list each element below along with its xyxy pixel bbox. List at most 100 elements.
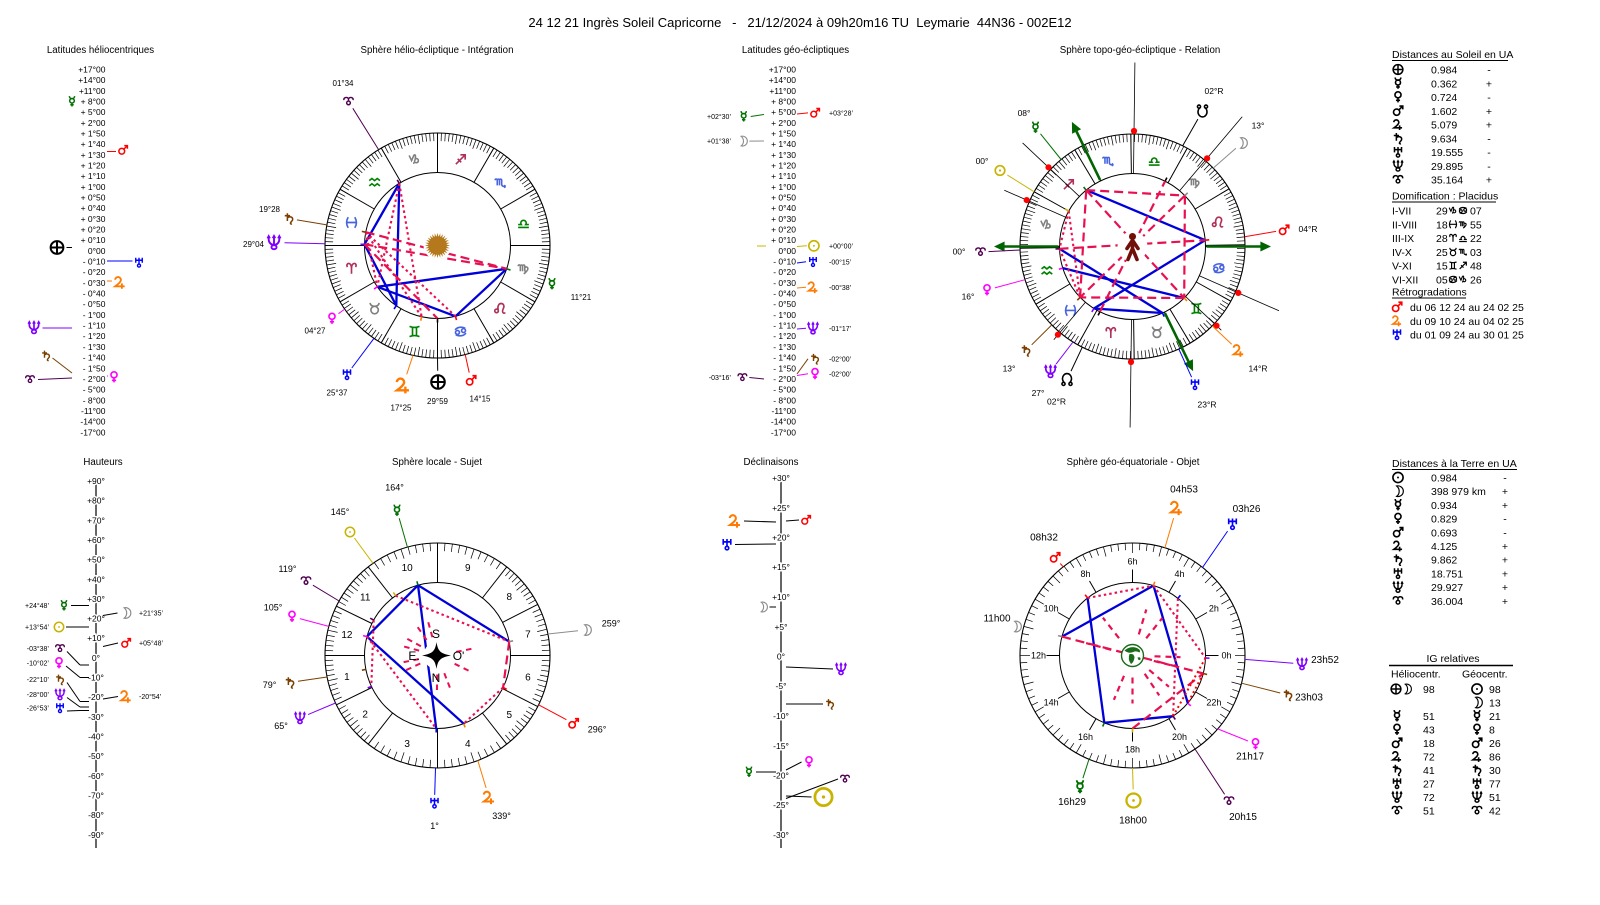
svg-text:Sphère topo-géo-écliptique - R: Sphère topo-géo-écliptique - Relation [1060,45,1220,56]
svg-text:+ 0°20: + 0°20 [81,225,106,235]
svg-text:+11°00: +11°00 [769,86,796,96]
svg-text:398 979 km: 398 979 km [1431,486,1486,498]
svg-text:-70°: -70° [88,791,104,801]
svg-text:36.004: 36.004 [1431,596,1463,608]
svg-text:+: + [1486,120,1492,132]
svg-text:+ 8°00: + 8°00 [771,97,796,107]
svg-text:+80°: +80° [87,496,105,506]
svg-text:9: 9 [465,563,471,574]
svg-text:Distances à la Terre en UA: Distances à la Terre en UA [1392,458,1517,470]
svg-text:29.895: 29.895 [1431,161,1463,173]
svg-text:27: 27 [1423,779,1435,791]
svg-text:- 1°10: - 1°10 [83,321,106,331]
svg-text:5.079: 5.079 [1431,120,1457,132]
svg-text:Distances au Soleil en UA: Distances au Soleil en UA [1392,49,1513,61]
svg-text:339°: 339° [492,811,511,821]
svg-text:7: 7 [525,629,531,640]
svg-text:- 8°00: - 8°00 [83,395,106,405]
svg-text:05: 05 [1436,274,1448,286]
svg-text:Sphère locale - Sujet: Sphère locale - Sujet [392,457,482,468]
svg-text:259°: 259° [602,619,621,629]
svg-text:13°: 13° [1003,364,1016,374]
svg-text:V-XI: V-XI [1392,261,1412,273]
svg-text:26: 26 [1489,738,1501,750]
svg-text:18h: 18h [1125,745,1140,755]
svg-text:72: 72 [1423,792,1435,804]
svg-text:+40°: +40° [87,574,105,584]
svg-text:0.724: 0.724 [1431,92,1457,104]
svg-text:-40°: -40° [88,732,104,742]
svg-text:+30°: +30° [772,473,790,483]
svg-text:+03°28’: +03°28’ [829,109,853,117]
svg-text:+ 0°30: + 0°30 [81,214,106,224]
svg-text:10h: 10h [1044,604,1059,614]
svg-text:4: 4 [465,739,471,750]
svg-text:+: + [1486,78,1492,90]
svg-text:11°21: 11°21 [571,293,592,302]
svg-text:-15°: -15° [773,741,789,751]
svg-text:16h29: 16h29 [1058,797,1086,808]
svg-text:25: 25 [1436,247,1448,259]
svg-text:42: 42 [1489,806,1501,818]
svg-text:19°28: 19°28 [259,205,281,214]
svg-text:98: 98 [1423,684,1435,696]
svg-text:+: + [1502,596,1508,608]
svg-text:4h: 4h [1174,569,1184,579]
svg-text:- 1°00: - 1°00 [773,310,796,320]
svg-text:-28°00’: -28°00’ [27,691,50,699]
svg-text:23h52: 23h52 [1311,655,1339,666]
svg-text:18.751: 18.751 [1431,568,1463,580]
svg-text:- 8°00: - 8°00 [773,395,796,405]
svg-text:20h15: 20h15 [1229,812,1257,823]
svg-text:- 1°30: - 1°30 [773,342,796,352]
svg-text:+21°35’: +21°35’ [139,610,163,618]
svg-text:O': O' [453,649,465,663]
svg-text:0.362: 0.362 [1431,78,1457,90]
svg-text:+14°00: +14°00 [78,75,106,85]
svg-text:26: 26 [1470,274,1482,286]
svg-text:+ 0°30: + 0°30 [771,214,796,224]
svg-text:+ 5°00: + 5°00 [771,107,796,117]
svg-text:- 1°50: - 1°50 [773,363,796,373]
svg-text:+ 1°10: + 1°10 [81,171,106,181]
svg-text:-: - [1503,527,1507,539]
svg-text:- 0°40: - 0°40 [773,289,796,299]
svg-text:0.934: 0.934 [1431,500,1457,512]
svg-text:04°R: 04°R [1299,224,1318,234]
svg-text:+13°54’: +13°54’ [25,624,49,632]
svg-text:13°: 13° [1252,121,1265,131]
svg-text:+90°: +90° [87,476,105,486]
svg-text:-90°: -90° [88,830,104,840]
svg-text:86: 86 [1489,752,1501,764]
svg-text:+05°48’: +05°48’ [139,640,163,648]
svg-text:+25°: +25° [772,503,790,513]
svg-text:02°R: 02°R [1047,397,1066,407]
svg-text:29: 29 [1436,206,1448,218]
svg-text:+ 0°50: + 0°50 [771,193,796,203]
svg-text:Domification : Placidus: Domification : Placidus [1392,191,1498,203]
svg-text:8: 8 [507,592,513,603]
svg-text:55: 55 [1470,219,1482,231]
svg-text:- 0°30: - 0°30 [83,278,106,288]
svg-text:-10°: -10° [773,711,789,721]
svg-text:Rétrogradations: Rétrogradations [1392,287,1467,299]
svg-text:VI-XII: VI-XII [1392,274,1418,286]
svg-text:-03°16’: -03°16’ [709,374,732,382]
svg-text:17°25: 17°25 [391,404,413,413]
svg-text:du 09 10 24 au 04 02 25: du 09 10 24 au 04 02 25 [1410,316,1524,328]
svg-text:- 1°10: - 1°10 [773,321,796,331]
svg-text:65°: 65° [274,721,288,731]
svg-text:+14°00: +14°00 [769,75,797,85]
svg-text:-20°54’: -20°54’ [139,693,162,701]
svg-text:08°: 08° [1018,108,1031,118]
svg-text:+ 0°50: + 0°50 [81,193,106,203]
svg-text:79°: 79° [263,680,277,690]
svg-text:51: 51 [1489,792,1501,804]
svg-text:77: 77 [1489,779,1501,791]
svg-text:- 2°00: - 2°00 [773,374,796,384]
svg-text:164°: 164° [385,483,404,493]
svg-text:22h: 22h [1206,698,1221,708]
svg-text:03h26: 03h26 [1233,504,1261,515]
svg-text:+00°00’: +00°00’ [829,242,853,250]
svg-text:+ 1°30: + 1°30 [81,150,106,160]
